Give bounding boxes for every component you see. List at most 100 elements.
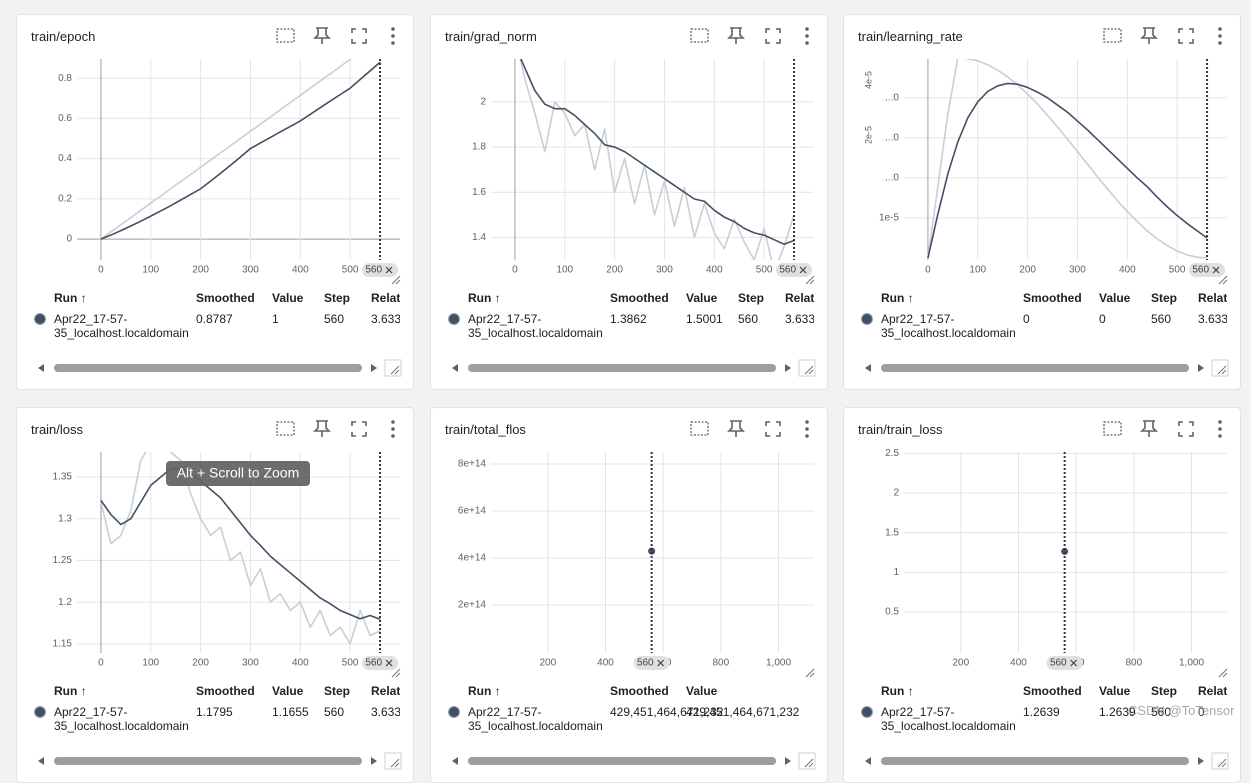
table-header[interactable]: Step <box>1151 291 1178 305</box>
table-header[interactable]: Smoothed <box>1023 684 1082 698</box>
table-header[interactable]: Value <box>1099 684 1131 698</box>
y-axis-overlay-label: 4e-5 <box>863 71 873 89</box>
resize-handle[interactable] <box>391 275 401 285</box>
fullscreen-icon[interactable] <box>351 28 367 44</box>
table-header[interactable]: Run ↑ <box>54 291 87 305</box>
table-header[interactable]: Smoothed <box>196 291 255 305</box>
resize-handle[interactable] <box>1218 668 1228 678</box>
run-table: Run ↑ Smoothed Value Step Relati Apr22_17-57-… <box>17 15 400 389</box>
table-header[interactable]: Run ↑ <box>881 291 914 305</box>
more-icon[interactable] <box>805 27 809 45</box>
fullscreen-icon[interactable] <box>351 421 367 437</box>
badge-close[interactable] <box>1212 266 1220 274</box>
table-header[interactable]: Relati <box>371 684 400 698</box>
table-header[interactable]: Value <box>686 684 718 698</box>
fit-icon[interactable] <box>276 28 295 43</box>
scroll-left[interactable] <box>865 364 871 372</box>
series-line <box>520 59 795 245</box>
resize-handle[interactable] <box>805 668 815 678</box>
fit-icon[interactable] <box>690 28 709 43</box>
pin-icon[interactable] <box>313 27 331 44</box>
scroll-left[interactable] <box>452 364 458 372</box>
table-header[interactable]: Step <box>738 291 765 305</box>
resize-handle[interactable] <box>1218 275 1228 285</box>
table-header[interactable]: Relati <box>785 291 814 305</box>
x-tick-label: 300 <box>1069 265 1086 276</box>
table-header[interactable]: Smoothed <box>610 684 669 698</box>
pin-icon[interactable] <box>727 420 745 437</box>
table-header[interactable]: Value <box>272 291 304 305</box>
table-cell: 1.3862 <box>610 312 647 326</box>
table-header[interactable]: Relati <box>1198 291 1227 305</box>
badge-close[interactable] <box>799 266 807 274</box>
table-header[interactable]: Relati <box>371 291 400 305</box>
pin-icon[interactable] <box>1140 27 1158 44</box>
resize-handle[interactable] <box>391 668 401 678</box>
step-badge[interactable] <box>776 263 813 277</box>
more-icon[interactable] <box>1218 420 1222 438</box>
fit-icon[interactable] <box>276 421 295 436</box>
x-tick-label: 200 <box>192 265 209 276</box>
scroll-right[interactable] <box>371 364 377 372</box>
fit-icon[interactable] <box>690 421 709 436</box>
fit-icon[interactable] <box>1103 421 1122 436</box>
fullscreen-icon[interactable] <box>765 421 781 437</box>
step-badge[interactable] <box>1189 263 1226 277</box>
table-header[interactable]: Step <box>324 291 351 305</box>
table-header[interactable]: Run ↑ <box>468 291 501 305</box>
step-badge[interactable] <box>1046 656 1083 670</box>
table-header[interactable]: Smoothed <box>610 291 669 305</box>
scroll-right[interactable] <box>785 364 791 372</box>
badge-close[interactable] <box>385 659 393 667</box>
more-icon[interactable] <box>1218 27 1222 45</box>
table-header[interactable]: Step <box>324 684 351 698</box>
x-tick-label: 500 <box>342 265 359 276</box>
resize-handle[interactable] <box>805 275 815 285</box>
resize-grip[interactable] <box>804 365 814 375</box>
more-icon[interactable] <box>391 420 395 438</box>
pin-icon[interactable] <box>1140 420 1158 437</box>
table-header[interactable]: Value <box>272 684 304 698</box>
page: 0 0.2 0.4 0.6 0.8 0 100 200 300 400 500 560 train/ep… <box>16 14 1241 783</box>
table-header[interactable]: Value <box>1099 291 1131 305</box>
resize-grip[interactable] <box>390 365 400 375</box>
table-header[interactable]: Smoothed <box>1023 291 1082 305</box>
table-cell: 1.1795 <box>196 705 233 719</box>
fullscreen-icon[interactable] <box>1178 28 1194 44</box>
pin-icon[interactable] <box>313 420 331 437</box>
badge-close[interactable] <box>657 659 665 667</box>
panel-title: train/learning_rate <box>858 29 963 44</box>
table-header[interactable]: Step <box>1151 684 1178 698</box>
scroll-thumb[interactable] <box>881 364 1189 372</box>
y-axis-overlay-label: 2e-5 <box>863 126 873 144</box>
table-header[interactable]: Run ↑ <box>881 684 914 698</box>
table-header[interactable]: Run ↑ <box>54 684 87 698</box>
scroll-thumb[interactable] <box>468 364 776 372</box>
y-tick-label: 1 <box>893 567 899 578</box>
table-header[interactable]: Relati <box>1198 684 1227 698</box>
plot <box>100 59 381 240</box>
scroll-left[interactable] <box>38 364 44 372</box>
table-header[interactable]: Smoothed <box>196 684 255 698</box>
step-badge[interactable] <box>362 263 399 277</box>
step-badge[interactable] <box>362 656 399 670</box>
fullscreen-icon[interactable] <box>765 28 781 44</box>
resize-grip[interactable] <box>1217 365 1227 375</box>
pin-icon[interactable] <box>727 27 745 44</box>
step-badge-label: 560 <box>1192 265 1209 276</box>
fullscreen-icon[interactable] <box>1178 421 1194 437</box>
scroll-thumb[interactable] <box>54 364 362 372</box>
plot <box>519 59 795 260</box>
y-tick-label: 0.8 <box>58 73 72 84</box>
table-header[interactable]: Value <box>686 291 718 305</box>
table-header[interactable]: Run ↑ <box>468 684 501 698</box>
fit-icon[interactable] <box>1103 28 1122 43</box>
badge-close[interactable] <box>1070 659 1078 667</box>
panel-title: train/epoch <box>31 29 96 44</box>
badge-close[interactable] <box>385 266 393 274</box>
more-icon[interactable] <box>391 27 395 45</box>
step-badge[interactable] <box>633 656 670 670</box>
scroll-right[interactable] <box>1198 364 1204 372</box>
table-cell: Apr22_17-57-35_localhost.localdomain <box>54 312 189 340</box>
more-icon[interactable] <box>805 420 809 438</box>
